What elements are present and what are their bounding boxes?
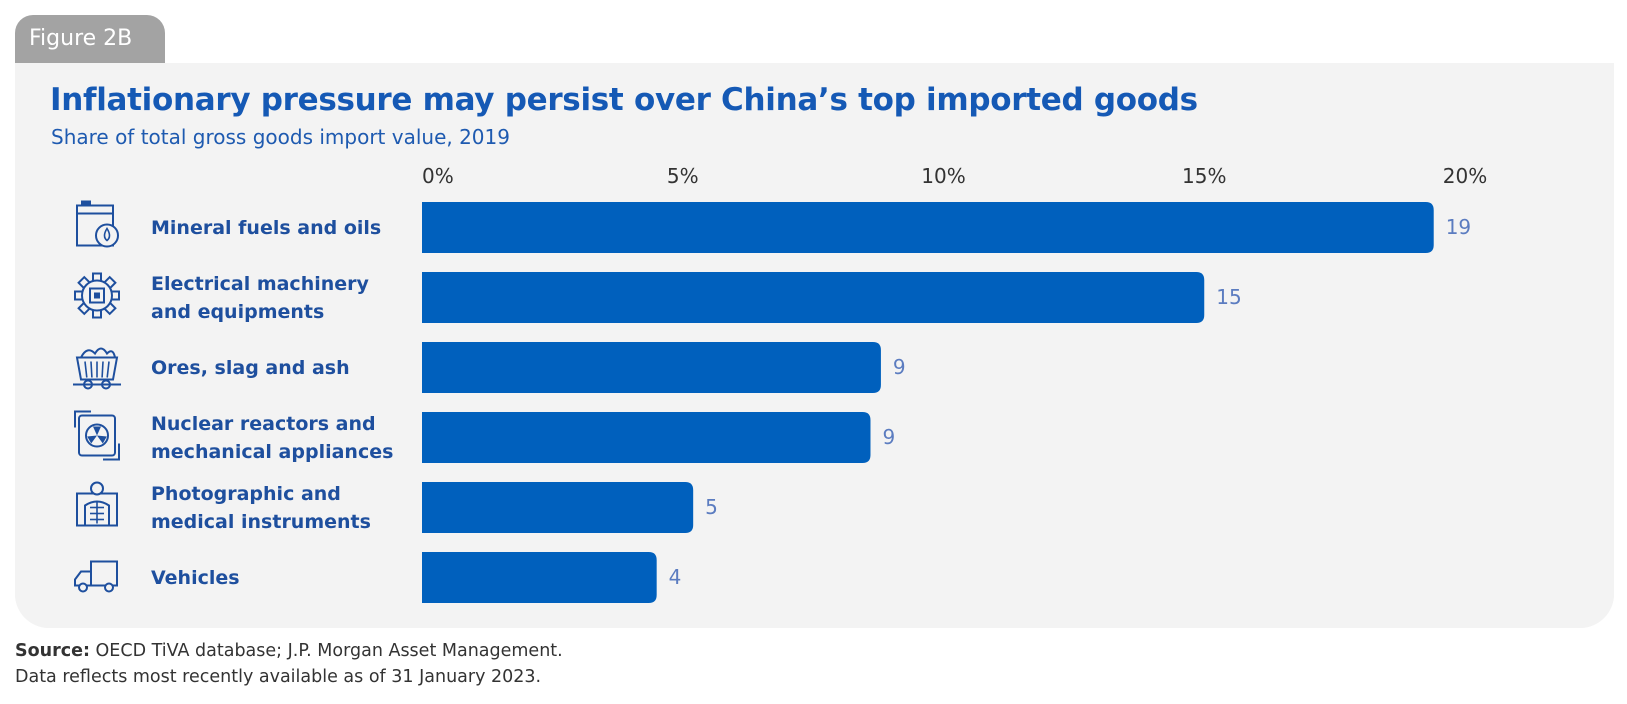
fuel-barrel-icon: [76, 200, 119, 248]
source-text: OECD TiVA database; J.P. Morgan Asset Ma…: [89, 641, 563, 661]
category-label: Nuclear reactors and: [151, 413, 376, 435]
category-label: Vehicles: [151, 567, 240, 589]
x-tick-label: 10%: [921, 164, 965, 188]
bar: [422, 482, 694, 533]
data-label: 9: [893, 355, 906, 379]
data-label: 19: [1446, 215, 1471, 239]
source-note: Source: OECD TiVA database; J.P. Morgan …: [15, 638, 563, 690]
chart-panel: [15, 63, 1614, 628]
data-note: Data reflects most recently available as…: [15, 667, 542, 687]
category-label: Electrical machinery: [151, 273, 370, 295]
category-label: mechanical appliances: [151, 441, 393, 463]
x-tick-label: 5%: [667, 164, 699, 188]
x-tick-label: 15%: [1182, 164, 1226, 188]
mine-cart-icon: [73, 347, 121, 390]
category-label: Photographic and: [151, 483, 341, 505]
data-label: 9: [882, 425, 895, 449]
bar: [422, 272, 1205, 323]
chart-subtitle: Share of total gross goods import value,…: [51, 125, 510, 149]
category-label: medical instruments: [151, 511, 371, 533]
bar: [422, 342, 881, 393]
bar: [422, 202, 1434, 253]
category-label: Mineral fuels and oils: [151, 217, 381, 239]
x-tick-label: 0%: [422, 164, 454, 188]
data-label: 5: [705, 495, 718, 519]
source-label: Source:: [15, 641, 90, 661]
gear-chip-icon: [74, 272, 120, 319]
truck-icon: [74, 560, 118, 593]
xray-person-icon: [76, 481, 118, 527]
reactor-icon: [74, 410, 120, 461]
bar: [422, 412, 871, 463]
x-tick-label: 20%: [1443, 164, 1487, 188]
bar: [422, 552, 657, 603]
chart-title: Inflationary pressure may persist over C…: [50, 82, 1198, 118]
figure-tag: Figure 2B: [15, 15, 165, 63]
category-label: Ores, slag and ash: [151, 357, 350, 379]
category-label: and equipments: [151, 301, 324, 323]
data-label: 15: [1216, 285, 1241, 309]
data-label: 4: [669, 565, 682, 589]
